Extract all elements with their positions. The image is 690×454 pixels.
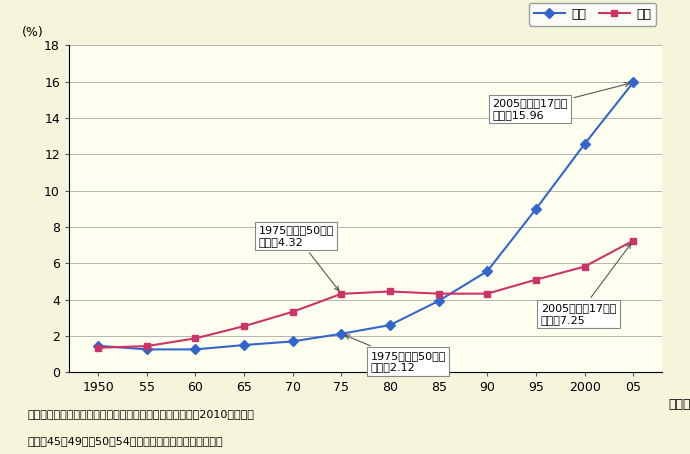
Text: 資料：国立社会保障・人口問題研究所「人口統計資料集（2010年版）」: 資料：国立社会保障・人口問題研究所「人口統計資料集（2010年版）」	[28, 409, 255, 419]
Line: 女性: 女性	[95, 237, 637, 351]
女性	[94, 345, 102, 350]
男性	[386, 322, 394, 328]
男性	[435, 298, 443, 304]
女性	[240, 323, 248, 329]
女性	[580, 264, 589, 269]
Text: 2005（平成17）年
男性：15.96: 2005（平成17）年 男性：15.96	[492, 82, 629, 120]
Text: 注：45～49歳と50～54歳未婚率の平均値としている。: 注：45～49歳と50～54歳未婚率の平均値としている。	[28, 436, 224, 446]
Line: 男性: 男性	[95, 79, 637, 353]
Text: 1975（昭和50）年
女性：4.32: 1975（昭和50）年 女性：4.32	[259, 225, 339, 291]
女性	[191, 336, 199, 341]
男性	[191, 347, 199, 352]
男性	[143, 347, 151, 352]
男性	[240, 342, 248, 348]
女性	[532, 277, 540, 282]
女性	[337, 291, 346, 296]
男性	[532, 206, 540, 212]
男性	[629, 80, 638, 85]
Text: （年）: （年）	[669, 399, 690, 411]
女性	[629, 238, 638, 243]
男性	[94, 343, 102, 349]
Text: 1975（昭和50）年
男性：2.12: 1975（昭和50）年 男性：2.12	[345, 335, 446, 372]
男性	[337, 331, 346, 336]
男性	[288, 339, 297, 344]
女性	[435, 291, 443, 296]
Text: 2005（平成17）年
女性：7.25: 2005（平成17）年 女性：7.25	[541, 244, 631, 325]
Text: (%): (%)	[21, 26, 43, 39]
女性	[483, 291, 491, 296]
女性	[288, 309, 297, 315]
男性	[580, 141, 589, 147]
Legend: 男性, 女性: 男性, 女性	[529, 3, 656, 25]
女性	[386, 289, 394, 294]
男性	[483, 268, 491, 274]
女性	[143, 343, 151, 349]
